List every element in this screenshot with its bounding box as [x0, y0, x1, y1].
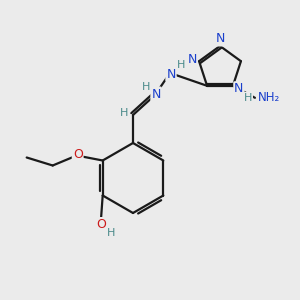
Text: H: H [244, 93, 252, 103]
Text: N: N [234, 82, 244, 95]
Text: H: H [142, 82, 150, 92]
Text: H: H [106, 229, 115, 238]
Text: NH₂: NH₂ [258, 91, 280, 104]
Text: N: N [166, 68, 176, 80]
Text: O: O [96, 218, 106, 231]
Text: N: N [188, 53, 197, 66]
Text: O: O [73, 148, 82, 161]
Text: N: N [151, 88, 161, 100]
Text: H: H [120, 108, 128, 118]
Text: N: N [215, 32, 225, 46]
Text: H: H [177, 60, 185, 70]
